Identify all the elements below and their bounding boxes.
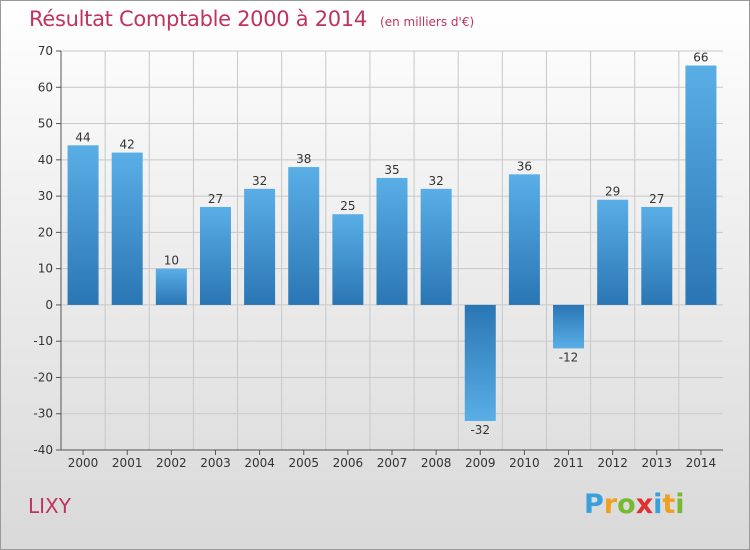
bar-2007 bbox=[376, 177, 408, 305]
x-tick-label-2000: 2000 bbox=[68, 456, 99, 470]
data-label-2006: 25 bbox=[340, 199, 355, 213]
y-tick-label: 50 bbox=[38, 117, 53, 131]
logo-letter: t bbox=[662, 489, 676, 520]
y-tick-label: -40 bbox=[33, 443, 53, 457]
y-tick-label: 60 bbox=[38, 80, 53, 94]
data-label-2007: 35 bbox=[384, 163, 399, 177]
data-label-2003: 27 bbox=[208, 192, 223, 206]
data-label-2011: -12 bbox=[559, 350, 579, 364]
data-label-2014: 66 bbox=[693, 51, 708, 65]
bars bbox=[67, 65, 717, 421]
logo-letter: P bbox=[584, 489, 604, 520]
x-tick-label-2013: 2013 bbox=[642, 456, 673, 470]
y-tick-label: 0 bbox=[45, 298, 53, 312]
bar-2002 bbox=[155, 268, 187, 305]
y-tick-label: -20 bbox=[33, 370, 53, 384]
bar-2014 bbox=[685, 65, 717, 305]
data-labels: 44 42 10 27 32 38 25 35 32 -32 36 -12 29 27 66 bbox=[75, 51, 708, 437]
data-label-2000: 44 bbox=[75, 130, 90, 144]
x-tick-label-2009: 2009 bbox=[465, 456, 496, 470]
logo-letter: r bbox=[603, 489, 618, 520]
y-tick-label: 10 bbox=[38, 262, 53, 276]
logo-letter: i bbox=[653, 489, 663, 520]
bar-2011 bbox=[553, 304, 585, 349]
y-tick-label: 40 bbox=[38, 153, 53, 167]
title-row: Résultat Comptable 2000 à 2014 (en milli… bbox=[29, 7, 474, 31]
x-tick-label-2011: 2011 bbox=[553, 456, 584, 470]
data-label-2012: 29 bbox=[605, 185, 620, 199]
data-label-2002: 10 bbox=[164, 254, 179, 268]
x-tick-label-2010: 2010 bbox=[509, 456, 540, 470]
bar-2000 bbox=[67, 145, 99, 305]
bar-2003 bbox=[199, 206, 231, 305]
bar-2001 bbox=[111, 152, 143, 305]
chart-subtitle: (en milliers d'€) bbox=[380, 15, 475, 29]
x-tick-label-2003: 2003 bbox=[200, 456, 231, 470]
y-tick-label: 30 bbox=[38, 189, 53, 203]
y-tick-label: -10 bbox=[33, 334, 53, 348]
data-label-2001: 42 bbox=[120, 138, 135, 152]
x-tick-label-2006: 2006 bbox=[333, 456, 364, 470]
logo-letter: x bbox=[635, 489, 654, 520]
x-tick-label-2002: 2002 bbox=[156, 456, 187, 470]
proxiti-logo[interactable]: Proxiti bbox=[584, 489, 685, 520]
axes: -40 -30 -20 -10 0 10 20 30 40 50 60 70 2000 2001 2002 2… bbox=[33, 44, 723, 470]
data-label-2005: 38 bbox=[296, 152, 311, 166]
y-tick-label: 70 bbox=[38, 44, 53, 58]
x-tick-label-2012: 2012 bbox=[597, 456, 628, 470]
y-tick-label: -30 bbox=[33, 407, 53, 421]
data-label-2004: 32 bbox=[252, 174, 267, 188]
x-tick-label-2008: 2008 bbox=[421, 456, 452, 470]
x-tick-label-2007: 2007 bbox=[377, 456, 408, 470]
bar-2005 bbox=[288, 167, 320, 305]
x-tick-label-2004: 2004 bbox=[244, 456, 275, 470]
bar-2008 bbox=[420, 188, 452, 305]
data-label-2010: 36 bbox=[517, 159, 532, 173]
x-tick-label-2014: 2014 bbox=[686, 456, 717, 470]
x-tick-label-2005: 2005 bbox=[288, 456, 319, 470]
bar-2010 bbox=[508, 174, 540, 305]
bar-2013 bbox=[641, 206, 673, 305]
y-tick-label: 20 bbox=[38, 225, 53, 239]
chart-title: Résultat Comptable 2000 à 2014 bbox=[29, 7, 367, 31]
logo-letter: o bbox=[617, 489, 636, 520]
data-label-2008: 32 bbox=[428, 174, 443, 188]
place-name: LIXY bbox=[28, 494, 71, 518]
bar-2009 bbox=[464, 304, 496, 421]
bar-2006 bbox=[332, 214, 364, 305]
logo-letter: i bbox=[675, 489, 685, 520]
data-label-2009: -32 bbox=[470, 423, 490, 437]
bar-2012 bbox=[597, 199, 629, 305]
x-tick-label-2001: 2001 bbox=[112, 456, 143, 470]
bar-2004 bbox=[244, 188, 276, 305]
data-label-2013: 27 bbox=[649, 192, 664, 206]
